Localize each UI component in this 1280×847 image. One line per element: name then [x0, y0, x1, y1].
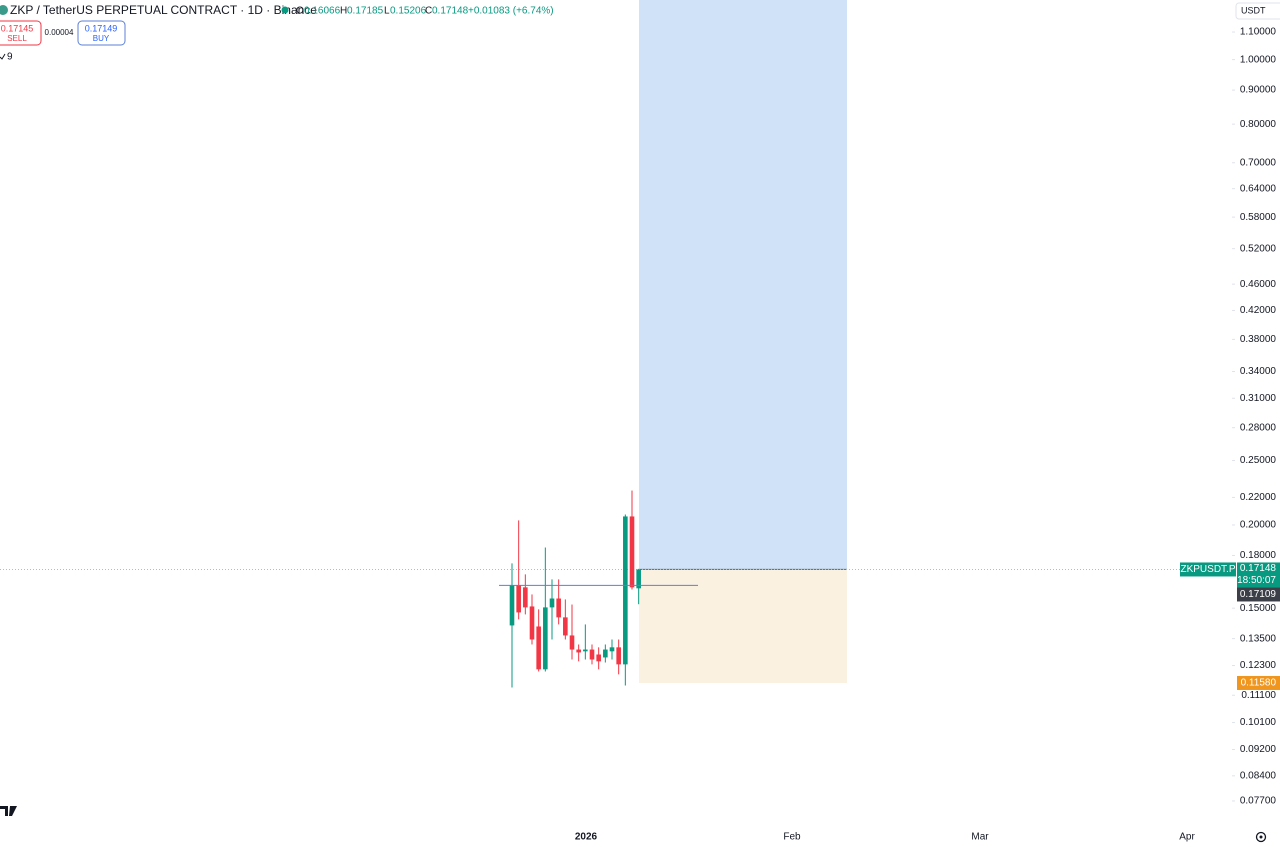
buy-price: 0.17149 [85, 23, 118, 33]
y-tick-label: 0.22000 [1240, 492, 1277, 503]
y-tick-label: 1.00000 [1240, 54, 1277, 65]
ohlc-key: L [384, 6, 390, 17]
stop-zone [639, 569, 847, 683]
candle-body [556, 598, 561, 618]
logo[interactable] [0, 806, 17, 816]
y-tick-label: 0.13500 [1240, 633, 1277, 644]
countdown: 18:50:07 [1237, 575, 1276, 586]
y-tick-label: 0.46000 [1240, 279, 1277, 290]
indicator-count[interactable]: 9 [7, 52, 13, 63]
candle-body [516, 585, 521, 613]
sell-price: 0.17145 [1, 23, 34, 33]
buy-label: BUY [93, 34, 110, 43]
y-tick-label: 0.31000 [1240, 393, 1277, 404]
x-tick-label: Apr [1179, 832, 1195, 843]
y-tick-label: 0.25000 [1240, 455, 1277, 466]
buy-button[interactable] [77, 20, 126, 46]
candle-body [529, 606, 535, 640]
candle-body [549, 598, 555, 608]
y-tick-label: 0.70000 [1240, 157, 1277, 168]
y-tick-label: 0.52000 [1240, 243, 1277, 254]
ohlc-value: 0.17185 [347, 6, 384, 17]
y-tick-label: 0.07700 [1240, 796, 1277, 807]
ohlc-value: 0.17148 [432, 6, 469, 17]
candle-body [563, 617, 568, 636]
y-tick-label: 0.20000 [1240, 520, 1277, 531]
settings-icon-dot [1259, 835, 1263, 839]
collapse-icon[interactable] [0, 53, 6, 60]
y-tick-label: 1.10000 [1240, 27, 1277, 38]
symbol-tag [1180, 562, 1236, 577]
x-tick-label: Feb [783, 832, 801, 843]
candle-body [543, 607, 548, 670]
candle-body [596, 654, 601, 662]
stop-price: 0.11580 [1241, 678, 1277, 689]
y-tick-label: 0.10100 [1240, 717, 1277, 728]
candle-body [589, 649, 595, 660]
y-tick-label: 0.64000 [1240, 183, 1277, 194]
symbol-tag-label: ZKPUSDT.P [1180, 564, 1235, 575]
x-tick-label: 2026 [575, 832, 598, 843]
y-tick-label: 0.09200 [1240, 744, 1277, 755]
candle-body [509, 585, 515, 626]
symbol-icon [0, 5, 8, 15]
x-tick-label: Mar [971, 832, 989, 843]
sell-label: SELL [7, 34, 27, 43]
y-tick-label: 0.58000 [1240, 212, 1277, 223]
candle-body [576, 649, 581, 653]
spread: 0.00004 [45, 28, 74, 37]
y-tick-label: 0.15000 [1240, 603, 1277, 614]
ohlc-key: O [296, 6, 304, 17]
currency: USDT [1241, 5, 1266, 15]
ohlc-value: 0.15206 [390, 6, 427, 17]
y-tick-label: 0.34000 [1240, 366, 1277, 377]
candle-body [569, 635, 575, 650]
marker-price-tag [1237, 587, 1280, 602]
candle-body [583, 649, 588, 652]
change: +0.01083 (+6.74%) [468, 6, 554, 17]
y-tick-label: 0.12300 [1240, 660, 1277, 671]
market-status [281, 6, 289, 14]
y-tick-label: 0.38000 [1240, 334, 1277, 345]
y-tick-label: 0.42000 [1240, 305, 1277, 316]
ohlc-key: C [425, 6, 432, 17]
candle-body [623, 516, 628, 665]
last-price: 0.17148 [1240, 563, 1277, 574]
y-tick-label: 0.90000 [1240, 85, 1277, 96]
chart-title: ZKP / TetherUS PERPETUAL CONTRACT · 1D ·… [10, 3, 317, 17]
y-tick-label: 0.18000 [1240, 550, 1277, 561]
ohlc-key: H [340, 6, 347, 17]
y-tick-label: 0.11100 [1241, 690, 1276, 701]
sell-button[interactable] [0, 20, 42, 46]
candle-body [616, 647, 621, 665]
plot-area [0, 0, 1232, 688]
settings-icon[interactable] [1255, 831, 1267, 843]
currency-button[interactable] [1235, 2, 1280, 20]
last-price-tag [1237, 562, 1280, 588]
stop-price-tag [1237, 675, 1280, 690]
y-tick-label: 0.28000 [1240, 422, 1277, 433]
candle-body [523, 587, 528, 608]
marker-price: 0.17109 [1240, 589, 1277, 600]
candle-body [636, 569, 641, 589]
y-tick-label: 0.08400 [1240, 770, 1277, 781]
candle-body [629, 516, 635, 588]
target-zone [639, 0, 847, 570]
y-tick-label: 0.80000 [1240, 119, 1277, 130]
ohlc-value: 0.16066 [304, 6, 341, 17]
candle-body [603, 649, 608, 658]
candle-body [609, 647, 615, 652]
candle-body [536, 626, 541, 670]
